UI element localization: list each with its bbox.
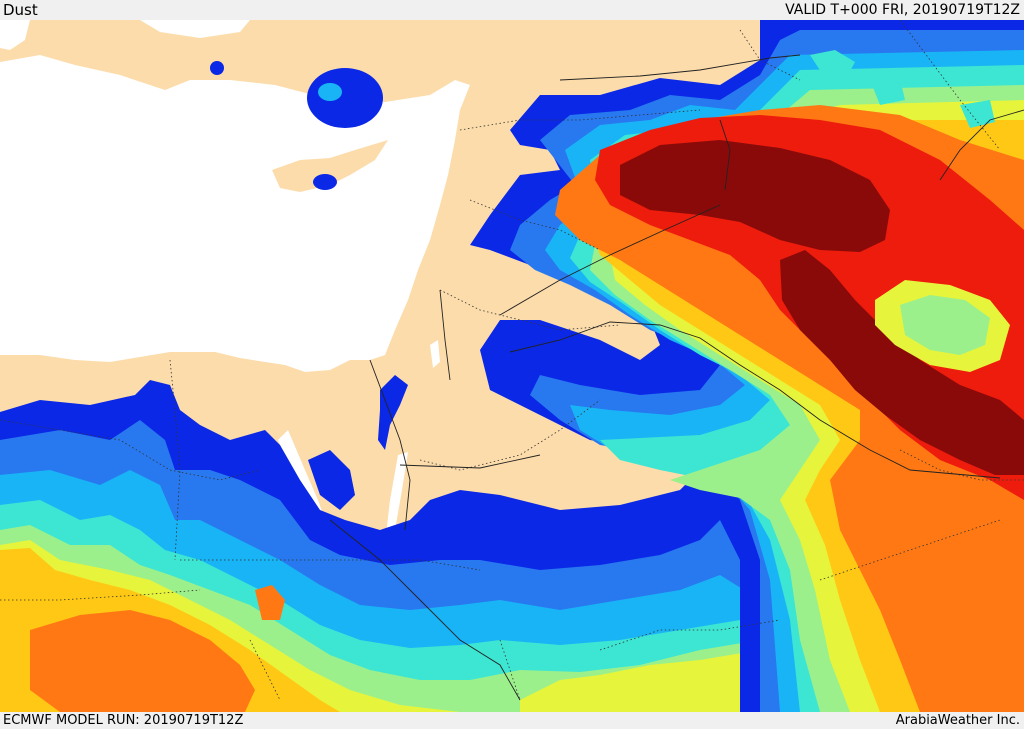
field-title: Dust	[3, 1, 38, 19]
gulf-of-suez	[278, 430, 325, 522]
dust-blob-level-1-small	[210, 61, 224, 75]
dust-band-level-8-south-west	[30, 610, 255, 712]
dust-patch-level-4-north	[810, 50, 855, 78]
dust-blob-level-1-sinai	[378, 375, 408, 450]
dust-blob-level-1-sinai-south	[308, 450, 355, 510]
credit-label: ArabiaWeather Inc.	[895, 713, 1020, 728]
dust-blob-level-1-cyprus	[313, 174, 337, 190]
dust-hole-level-4-east	[900, 295, 990, 355]
map-area	[0, 20, 1024, 712]
country-borders	[0, 20, 1024, 701]
gulf-of-aqaba	[386, 452, 408, 535]
dust-band-level-6-south-east	[520, 650, 760, 712]
dead-sea	[430, 340, 440, 368]
dust-map-svg	[0, 20, 1024, 712]
dust-blob-level-1-turkey	[307, 68, 383, 128]
footer-bar: ECMWF MODEL RUN: 20190719T12Z ArabiaWeat…	[0, 712, 1024, 729]
dust-blob-level-1-red-sea	[345, 575, 365, 598]
dust-patch-level-4-ne	[870, 78, 905, 105]
dust-band-level-10-southeast	[780, 250, 1024, 475]
solid-boundaries	[329, 54, 1024, 701]
dust-band-level-8-south-blob	[255, 585, 285, 620]
model-run-label: ECMWF MODEL RUN: 20190719T12Z	[3, 713, 244, 728]
valid-time-label: VALID T+000 FRI, 20190719T12Z	[785, 2, 1020, 18]
black-sea-corner	[140, 20, 250, 38]
cyprus	[272, 140, 388, 192]
mediterranean-sea	[0, 55, 470, 372]
dust-blob-level-3-turkey	[318, 83, 342, 101]
dust-patch-level-4-ne2	[960, 100, 995, 128]
aegean-island	[0, 20, 30, 50]
header-bar: Dust VALID T+000 FRI, 20190719T12Z	[0, 0, 1024, 20]
dust-band-level-10-northeast	[620, 140, 890, 252]
